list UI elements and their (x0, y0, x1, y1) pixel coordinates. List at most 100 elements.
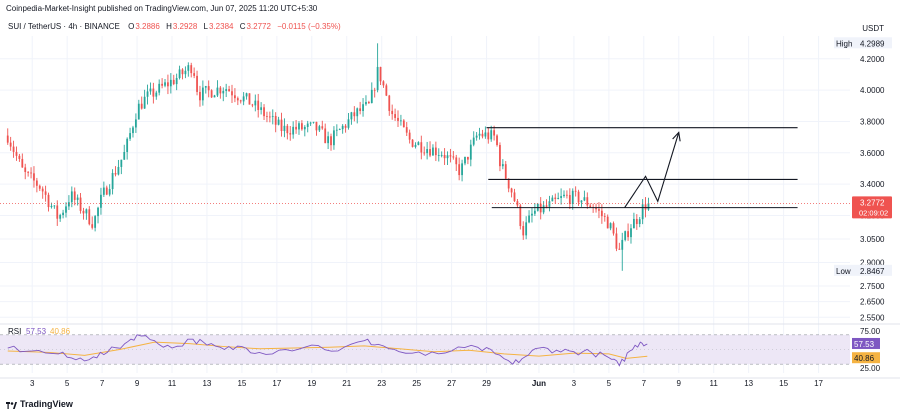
candle-body (335, 129, 338, 131)
time-tick-label: 3 (30, 379, 35, 388)
time-tick-label: 9 (135, 379, 140, 388)
candle-body (414, 144, 417, 147)
candle (621, 232, 624, 271)
candle-body (359, 108, 362, 112)
candle (603, 213, 606, 222)
candle (324, 123, 327, 144)
symbol-name[interactable]: SUI / TetherUS · 4h · BINANCE (8, 22, 120, 31)
candle (53, 205, 56, 209)
candle (362, 98, 364, 117)
low-label: L (203, 22, 208, 31)
candle (114, 166, 117, 177)
candle-body (68, 202, 70, 207)
candle (193, 67, 196, 79)
currency-label[interactable]: USDT (862, 24, 884, 33)
candle (531, 207, 533, 223)
candle-body (484, 132, 487, 137)
candle-body (417, 142, 420, 145)
close-value: 3.2772 (246, 22, 271, 31)
candle (263, 104, 265, 121)
candle (414, 142, 417, 149)
candle (630, 224, 632, 244)
candle-body (341, 125, 344, 130)
rsi-axis[interactable]: 75.00 25.00 57.53 40.86 (852, 327, 881, 373)
candle-body (108, 189, 111, 195)
candle-body (35, 180, 38, 186)
candle (373, 87, 376, 98)
price-tick-label: 2.5500 (860, 313, 885, 322)
candle (344, 124, 347, 133)
candle-body (362, 104, 364, 112)
candle-body (600, 210, 603, 217)
candle (161, 78, 164, 89)
candle-body (137, 103, 140, 120)
last-price-badge (852, 196, 892, 219)
candle-body (353, 112, 356, 117)
candle (219, 86, 222, 99)
price-tick-label: 3.0500 (860, 235, 885, 244)
candle-body (452, 156, 455, 158)
candle (496, 134, 498, 147)
candle-body (117, 166, 120, 175)
tradingview-logo[interactable]: TradingView (6, 399, 73, 410)
candle (359, 101, 362, 115)
candle-body (609, 223, 612, 229)
candle (44, 185, 47, 202)
candle-body (234, 95, 236, 99)
candle-body (143, 96, 146, 109)
candle-body (44, 191, 47, 195)
candle (589, 203, 592, 208)
candle-body (612, 223, 615, 234)
candle-body (309, 122, 312, 124)
candle (449, 148, 452, 163)
candle-body (644, 204, 647, 210)
candle (126, 137, 129, 160)
high-label: High (836, 39, 852, 48)
candle-body (70, 191, 73, 203)
candle (18, 153, 21, 162)
candle (426, 141, 429, 160)
candle (545, 199, 548, 209)
candle (452, 151, 455, 160)
candle (533, 203, 536, 216)
candle (635, 214, 638, 230)
candle (385, 83, 388, 97)
candle (528, 210, 530, 224)
candle-body (379, 66, 382, 82)
time-axis[interactable]: 3 5 7 9 11 13 15 17 19 21 23 25 27 29 Jun 3 5 7 9 11 13 15 17 (30, 379, 824, 388)
candle (102, 181, 105, 197)
candle (15, 146, 18, 161)
candle (466, 156, 469, 165)
tradingview-logo-icon (6, 401, 17, 410)
candle-body (437, 155, 440, 156)
candle-body (627, 231, 629, 238)
time-tick-label: 9 (677, 379, 682, 388)
candle-body (277, 119, 280, 125)
candle (132, 125, 134, 138)
open-label: O (128, 22, 135, 31)
candle-body (542, 205, 545, 213)
candle (475, 132, 478, 141)
time-tick-label: 19 (307, 379, 316, 388)
candle (91, 216, 94, 230)
candle (228, 85, 230, 92)
projection-path[interactable] (624, 132, 680, 208)
candle-body (225, 89, 228, 91)
candle-body (624, 231, 627, 240)
time-tick-label: 27 (447, 379, 456, 388)
price-axis[interactable]: 4.20004.00003.80003.60003.40003.20003.05… (834, 37, 892, 322)
candle-body (635, 218, 638, 225)
candle-body (193, 73, 196, 76)
candle-body (598, 209, 600, 211)
candle (271, 109, 274, 125)
rsi-label[interactable]: RSI (8, 327, 21, 336)
time-tick-label: 11 (710, 379, 719, 388)
candle-body (647, 203, 650, 210)
candle-body (400, 120, 402, 122)
candle (169, 73, 172, 94)
candle-body (271, 115, 274, 117)
candle-body (490, 130, 493, 140)
candle (216, 80, 219, 97)
candle (152, 82, 155, 104)
